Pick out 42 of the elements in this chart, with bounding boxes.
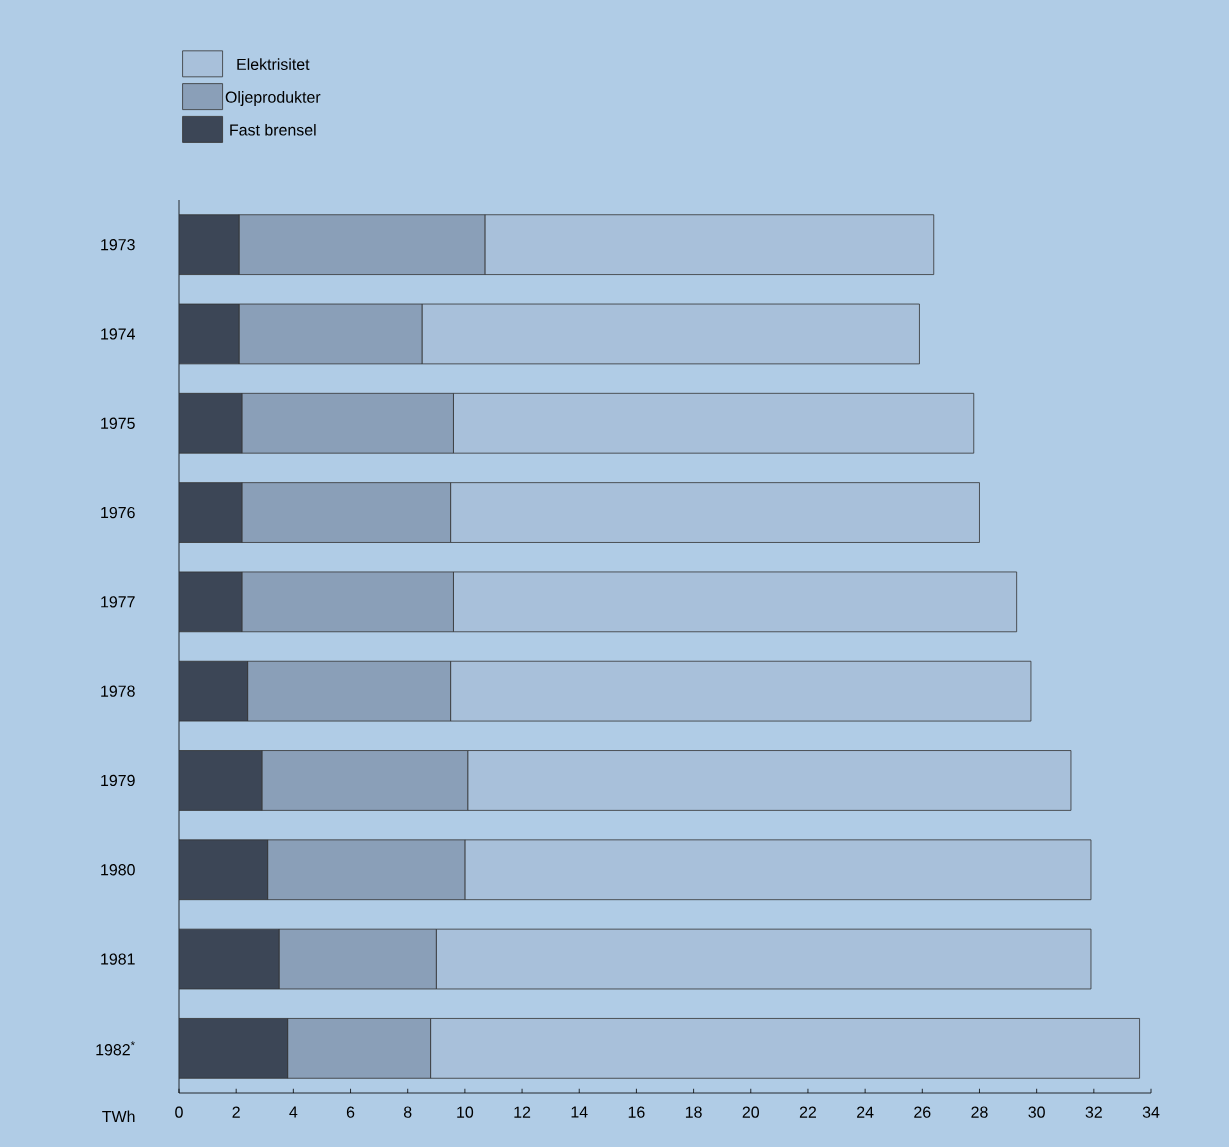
x-tick-label: 30 <box>1028 1106 1045 1118</box>
y-tick-label: 1982$^{*}$ <box>96 1041 135 1056</box>
x-axis-title: TWh <box>102 1110 135 1123</box>
y-tick-label: 1978 <box>101 685 135 697</box>
bar <box>179 660 249 722</box>
bar <box>179 214 240 275</box>
x-tick-label: 0 <box>175 1106 183 1118</box>
x-tick-label: 28 <box>971 1106 988 1118</box>
x-tick-label: 6 <box>346 1106 355 1118</box>
x-tick-label: 32 <box>1085 1106 1102 1118</box>
y-tick-label: 1973 <box>101 239 135 251</box>
y-tick-label: 1975 <box>101 417 135 429</box>
x-tick-label: 18 <box>685 1106 702 1118</box>
x-tick-label: 4 <box>289 1106 298 1118</box>
x-tick-label: 34 <box>1142 1106 1160 1118</box>
bar <box>179 839 269 901</box>
y-tick-label: 1976 <box>101 506 135 519</box>
x-tick-label: 12 <box>514 1106 531 1118</box>
legend-label: Elektrisitet <box>237 58 310 70</box>
x-tick-label: 24 <box>857 1106 874 1118</box>
x-tick-label: 16 <box>628 1106 645 1118</box>
y-tick-label: 1979 <box>101 774 135 787</box>
bar <box>179 750 263 811</box>
bar <box>179 928 280 990</box>
x-tick-label: 2 <box>232 1106 240 1118</box>
x-tick-label: 20 <box>742 1106 759 1118</box>
y-tick-label: 1980 <box>101 864 135 876</box>
y-tick-label: 1981 <box>101 953 135 965</box>
bar <box>179 303 240 365</box>
legend-label: Fast brensel <box>230 123 316 136</box>
bar <box>179 482 243 543</box>
x-tick-label: 22 <box>799 1106 817 1118</box>
y-tick-label: 1977 <box>101 596 135 608</box>
x-tick-label: 14 <box>571 1106 588 1118</box>
y-tick-label: 1974 <box>101 328 135 340</box>
x-tick-label: 26 <box>914 1106 931 1118</box>
bar <box>179 392 243 454</box>
legend-label: Oljeprodukter <box>225 91 321 106</box>
bar <box>179 571 243 633</box>
x-tick-label: 10 <box>457 1106 474 1118</box>
bar <box>179 1018 289 1079</box>
x-tick-label: 8 <box>403 1106 412 1118</box>
